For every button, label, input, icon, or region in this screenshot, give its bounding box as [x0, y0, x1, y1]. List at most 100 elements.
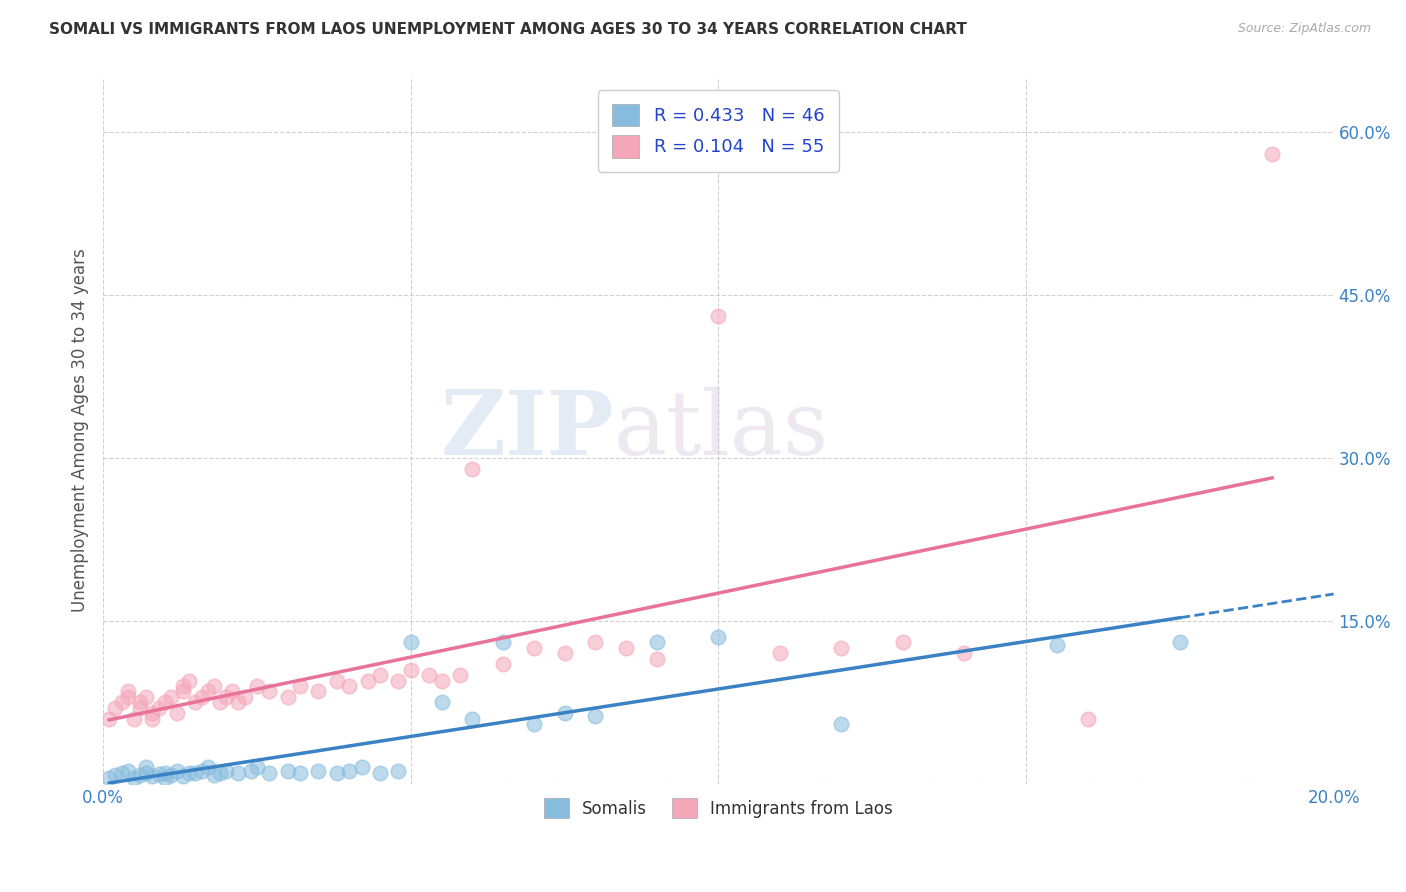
Point — [399, 635, 422, 649]
Text: ZIP: ZIP — [440, 387, 614, 474]
Point — [104, 700, 127, 714]
Point — [184, 695, 207, 709]
Point — [228, 765, 250, 780]
Point — [166, 706, 188, 720]
Point — [110, 765, 132, 780]
Point — [190, 764, 212, 778]
Point — [246, 679, 269, 693]
Point — [257, 765, 280, 780]
Point — [233, 690, 256, 704]
Point — [104, 768, 127, 782]
Point — [277, 690, 299, 704]
Point — [449, 668, 471, 682]
Point — [135, 690, 157, 704]
Point — [277, 764, 299, 778]
Point — [707, 310, 730, 324]
Point — [1168, 635, 1191, 649]
Text: atlas: atlas — [614, 387, 830, 475]
Point — [830, 640, 852, 655]
Text: SOMALI VS IMMIGRANTS FROM LAOS UNEMPLOYMENT AMONG AGES 30 TO 34 YEARS CORRELATIO: SOMALI VS IMMIGRANTS FROM LAOS UNEMPLOYM… — [49, 22, 967, 37]
Point — [129, 700, 152, 714]
Point — [830, 717, 852, 731]
Point — [614, 640, 637, 655]
Point — [179, 673, 201, 688]
Point — [246, 760, 269, 774]
Text: Source: ZipAtlas.com: Source: ZipAtlas.com — [1237, 22, 1371, 36]
Point — [645, 635, 668, 649]
Point — [215, 764, 238, 778]
Point — [179, 765, 201, 780]
Point — [337, 764, 360, 778]
Point — [202, 768, 225, 782]
Point — [368, 668, 391, 682]
Point — [387, 673, 409, 688]
Point — [523, 640, 546, 655]
Point — [153, 772, 176, 786]
Point — [122, 712, 145, 726]
Point — [554, 646, 576, 660]
Point — [337, 679, 360, 693]
Point — [141, 712, 163, 726]
Point — [117, 764, 139, 778]
Point — [122, 772, 145, 786]
Point — [159, 768, 181, 782]
Point — [308, 684, 330, 698]
Point — [461, 461, 484, 475]
Point — [368, 765, 391, 780]
Point — [523, 717, 546, 731]
Point — [117, 690, 139, 704]
Point — [1076, 712, 1098, 726]
Point — [153, 765, 176, 780]
Point — [166, 764, 188, 778]
Point — [110, 695, 132, 709]
Point — [98, 772, 121, 786]
Point — [583, 635, 606, 649]
Point — [190, 690, 212, 704]
Point — [461, 712, 484, 726]
Point — [221, 684, 243, 698]
Y-axis label: Unemployment Among Ages 30 to 34 years: Unemployment Among Ages 30 to 34 years — [72, 249, 89, 613]
Point — [350, 760, 373, 774]
Point — [197, 684, 219, 698]
Point — [492, 635, 515, 649]
Point — [148, 767, 170, 781]
Point — [129, 695, 152, 709]
Point — [308, 764, 330, 778]
Point — [554, 706, 576, 720]
Point — [148, 700, 170, 714]
Point — [172, 769, 194, 783]
Point — [707, 630, 730, 644]
Point — [1046, 638, 1069, 652]
Point — [184, 765, 207, 780]
Point — [953, 646, 976, 660]
Point — [769, 646, 792, 660]
Point — [399, 663, 422, 677]
Point — [239, 764, 262, 778]
Point — [288, 679, 311, 693]
Point — [117, 684, 139, 698]
Point — [357, 673, 380, 688]
Point — [202, 679, 225, 693]
Point — [135, 765, 157, 780]
Point — [430, 695, 453, 709]
Point — [228, 695, 250, 709]
Point — [583, 709, 606, 723]
Point — [159, 690, 181, 704]
Point — [1261, 146, 1284, 161]
Point — [197, 760, 219, 774]
Point — [172, 684, 194, 698]
Point — [215, 690, 238, 704]
Point — [141, 706, 163, 720]
Point — [288, 765, 311, 780]
Point — [326, 765, 349, 780]
Point — [645, 652, 668, 666]
Point — [153, 695, 176, 709]
Point — [172, 679, 194, 693]
Point — [98, 712, 121, 726]
Point — [418, 668, 440, 682]
Point — [387, 764, 409, 778]
Point — [208, 765, 231, 780]
Point — [129, 768, 152, 782]
Point — [208, 695, 231, 709]
Point — [257, 684, 280, 698]
